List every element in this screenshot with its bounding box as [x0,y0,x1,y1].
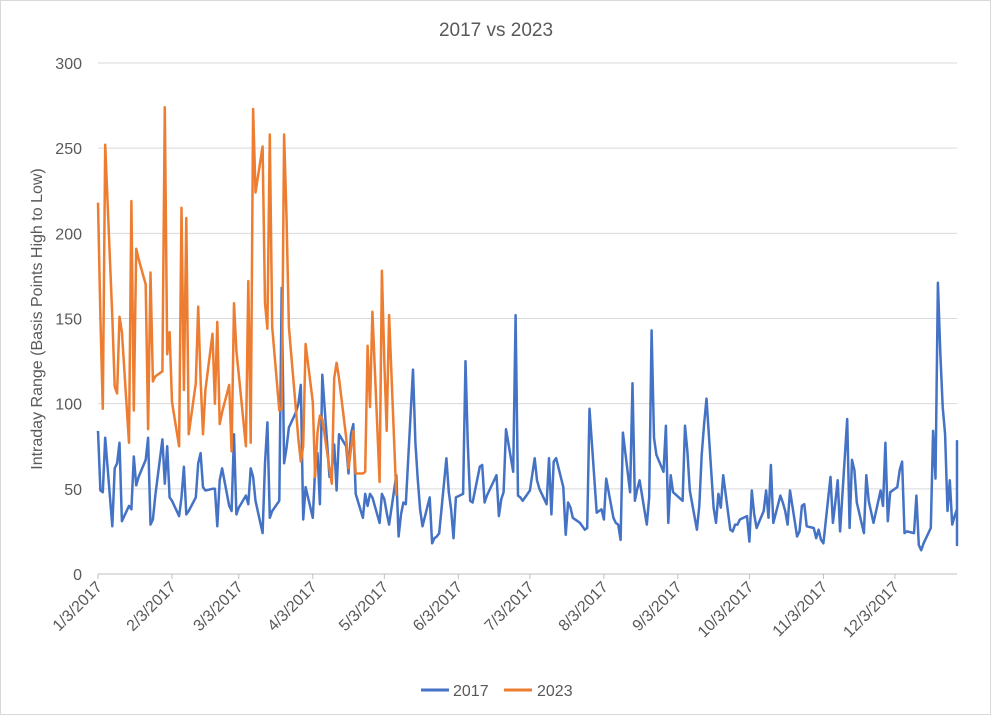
chart-title: 2017 vs 2023 [439,20,553,41]
y-tick-label: 150 [55,312,82,329]
x-tick-label: 4/3/2017 [265,579,321,635]
legend: 2017 2023 [421,683,573,700]
y-tick-label: 250 [55,141,82,158]
x-tick-label: 6/3/2017 [410,579,466,635]
series-line-2017 [96,281,959,552]
y-axis-label: Intraday Range (Basis Points High to Low… [29,168,46,469]
x-tick-label: 9/3/2017 [630,579,686,635]
x-tick-label: 1/3/2017 [50,579,106,635]
x-tick-label: 10/3/2017 [695,579,757,641]
series-line-2023 [96,106,398,496]
y-tick-label: 300 [55,56,82,73]
legend-label-2017: 2017 [453,683,489,700]
x-tick-label: 5/3/2017 [336,579,392,635]
y-axis-ticks: 0 50 100 150 200 250 300 [55,56,82,584]
x-tick-label: 2/3/2017 [124,579,180,635]
y-tick-label: 200 [55,226,82,243]
y-tick-label: 50 [64,482,82,499]
y-tick-label: 100 [55,397,82,414]
y-tick-label: 0 [73,567,82,584]
x-tick-label: 8/3/2017 [556,579,612,635]
x-tick-label: 7/3/2017 [482,579,538,635]
x-axis-ticks: 1/3/2017 2/3/2017 3/3/2017 4/3/2017 5/3/2017… [50,574,903,641]
x-tick-label: 12/3/2017 [840,579,902,641]
x-tick-label: 3/3/2017 [191,579,247,635]
series-lines [96,106,959,552]
x-tick-label: 11/3/2017 [770,579,832,641]
legend-label-2023: 2023 [537,683,573,700]
